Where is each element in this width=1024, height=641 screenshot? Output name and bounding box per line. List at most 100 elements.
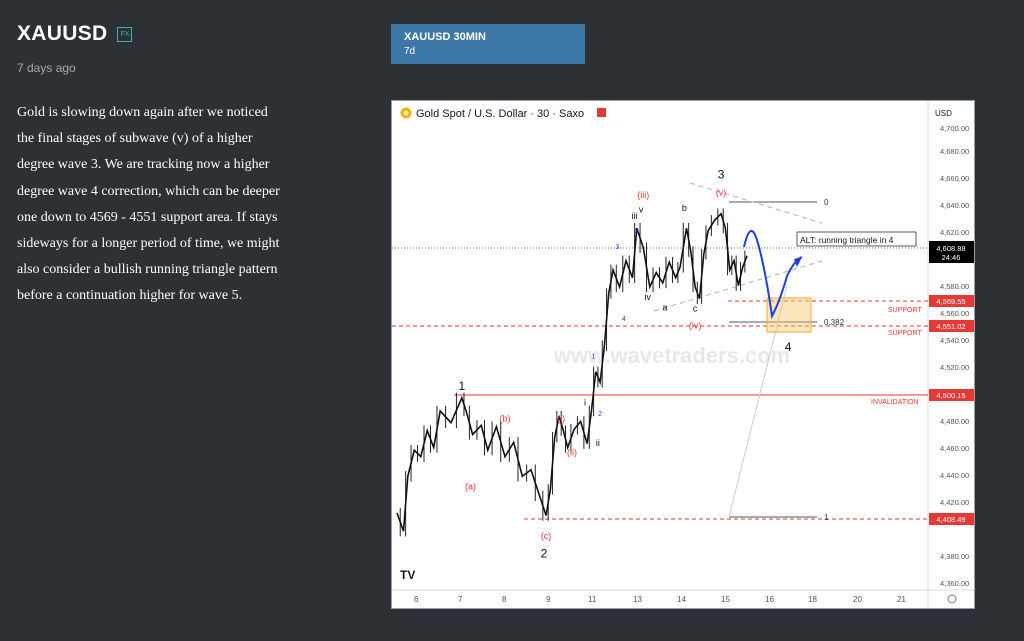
wave-label: 2 [541, 546, 548, 560]
settings-gear-icon[interactable] [947, 594, 957, 604]
analysis-line: one down to 4569 - 4551 support area. If… [17, 209, 278, 225]
analysis-line: also consider a bullish running triangle… [17, 262, 278, 278]
wave-label: iv [644, 292, 651, 302]
analysis-line: before a continuation higher for wave 5. [17, 288, 243, 304]
analysis-line: degree wave 3. We are tracking now a hig… [17, 157, 270, 173]
x-tick: 8 [502, 595, 507, 604]
triangle-lower-line [653, 260, 823, 312]
wave-label: 2 [598, 411, 602, 418]
wave-label: (i) [557, 413, 565, 423]
low-price: 4,408.49 [936, 515, 965, 524]
y-tick: 4,620.00 [940, 228, 969, 237]
countdown: 24:46 [942, 253, 961, 262]
invalidation-price: 4,500.15 [936, 391, 965, 400]
wave-label: b [682, 203, 687, 213]
chart-tab-xauusd-30min[interactable]: XAUUSD 30MIN 7d [391, 24, 585, 64]
x-tick: 18 [808, 595, 817, 604]
chart-image: Gold Spot / U.S. Dollar · 30 · Saxo USD … [391, 100, 975, 609]
wave-label: (a) [465, 481, 476, 491]
x-tick: 21 [897, 595, 906, 604]
support1-price-tag [929, 295, 974, 307]
y-tick: 4,420.00 [940, 498, 969, 507]
support-label: SUPPORT [888, 307, 922, 314]
title-row: XAUUSD FX [17, 22, 133, 46]
y-tick: 4,380.00 [940, 552, 969, 561]
fib-trend-line [728, 285, 788, 518]
price-line [396, 212, 748, 532]
y-tick: 4,360.00 [940, 579, 969, 588]
support2-price: 4,551.02 [936, 322, 965, 331]
analysis-text: Gold is slowing down again after we noti… [17, 100, 337, 310]
watermark: www.wavetraders.com [553, 343, 790, 368]
wave-label: (ii) [567, 447, 577, 457]
currency-label: USD [935, 109, 952, 118]
x-tick: 20 [853, 595, 862, 604]
tradingview-logo-icon: TV [400, 568, 415, 582]
wave-label: 1 [458, 379, 465, 393]
time-axis: 6 7 8 9 11 13 14 15 16 18 20 21 [392, 589, 974, 604]
wave-label: (c) [541, 531, 552, 541]
price-chart: Gold Spot / U.S. Dollar · 30 · Saxo USD … [392, 101, 974, 608]
wave-label: v [639, 204, 644, 214]
wave-label: (iii) [637, 190, 649, 200]
wave-label: (v) [716, 187, 727, 197]
x-tick: 13 [633, 595, 642, 604]
analysis-line: degree wave 4 correction, which can be d… [17, 183, 280, 199]
symbol-line: Gold Spot / U.S. Dollar · 30 · Saxo [416, 108, 584, 120]
analysis-line: sideways for a longer period of time, we… [17, 236, 280, 252]
fib-retracement: 0 0.382 1 [728, 198, 845, 522]
page-title: XAUUSD [17, 22, 108, 45]
support1-price: 4,569.55 [936, 297, 965, 306]
wave-label: c [693, 304, 698, 314]
wave-label: 1 [592, 354, 596, 361]
triangle-upper-line [689, 182, 823, 224]
wave-labels: 1234(a)(b)(c)(i)(ii)(iii)(iv)(v)iiiiiiiv… [458, 167, 791, 560]
x-tick: 7 [458, 595, 463, 604]
tab-subtitle: 7d [404, 46, 416, 57]
wave-label: ii [596, 438, 600, 448]
y-tick: 4,680.00 [940, 147, 969, 156]
gold-icon-inner [403, 110, 409, 116]
wave-label: 5 [635, 228, 639, 235]
analysis-line: the final stages of subwave (v) of a hig… [17, 131, 253, 147]
invalidation-label: INVALIDATION [871, 399, 919, 406]
low-price-tag [929, 513, 974, 525]
wave-label: 3 [615, 244, 619, 251]
x-tick: 16 [765, 595, 774, 604]
wave-label: 4 [785, 340, 792, 354]
fib-label-0: 0 [824, 198, 829, 207]
current-price-tag [929, 241, 974, 263]
x-tick: 14 [677, 595, 686, 604]
invalidation-price-tag [929, 389, 974, 401]
saxo-logo-icon [597, 108, 606, 117]
wave-label: iii [632, 211, 638, 221]
y-tick: 4,480.00 [940, 417, 969, 426]
wave-label: 3 [718, 167, 725, 181]
support2-price-tag [929, 320, 974, 332]
x-tick: 11 [588, 595, 597, 604]
chart-header: Gold Spot / U.S. Dollar · 30 · Saxo [400, 107, 606, 120]
wave-label: (iv) [689, 321, 702, 331]
fib-label-1: 1 [824, 513, 829, 522]
y-tick: 4,520.00 [940, 363, 969, 372]
tab-title: XAUUSD 30MIN [404, 31, 486, 43]
wave-label: (b) [500, 413, 511, 423]
price-series [396, 208, 748, 537]
x-tick: 9 [546, 595, 551, 604]
current-price: 4,608.88 [936, 244, 965, 253]
support-label: SUPPORT [888, 330, 922, 337]
wave-label: a [662, 302, 667, 312]
projection-path [743, 229, 803, 320]
projection-arrowhead [794, 257, 802, 267]
fib-label-0382: 0.382 [824, 318, 845, 327]
analysis-line: Gold is slowing down again after we noti… [17, 105, 268, 120]
fx-badge[interactable]: FX [117, 26, 133, 42]
wave-label: 4 [622, 316, 626, 323]
alt-scenario-text: ALT: running triangle in 4 [800, 235, 894, 245]
y-tick: 4,460.00 [940, 444, 969, 453]
y-tick: 4,580.00 [940, 282, 969, 291]
y-tick: 4,440.00 [940, 471, 969, 480]
y-tick: 4,560.00 [940, 309, 969, 318]
x-tick: 6 [414, 595, 419, 604]
y-tick: 4,700.00 [940, 124, 969, 133]
